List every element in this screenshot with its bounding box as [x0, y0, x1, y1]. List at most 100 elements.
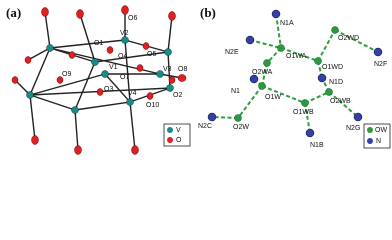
oxygen-atoms	[11, 5, 187, 155]
atom-label: V2	[120, 30, 129, 37]
atom-label: O3	[104, 86, 113, 93]
atom	[168, 76, 176, 84]
atom-label: O6	[128, 15, 137, 22]
bond	[29, 73, 106, 96]
atom	[207, 112, 217, 122]
atom	[101, 70, 109, 78]
atom-label: O1WD	[322, 64, 343, 71]
bond	[49, 39, 126, 49]
panel-label: (b)	[200, 5, 216, 20]
bond	[74, 101, 131, 111]
atom	[177, 74, 187, 82]
atom	[71, 106, 79, 114]
atom	[46, 44, 54, 52]
atom-label: O8	[178, 66, 187, 73]
atom	[91, 58, 99, 66]
bond	[275, 13, 282, 49]
vanadium-atoms	[26, 36, 174, 114]
atom	[167, 137, 173, 143]
panel-a: (a)	[6, 5, 191, 155]
bond	[261, 62, 268, 87]
atom-label: O9	[62, 71, 71, 78]
atom	[234, 114, 242, 122]
bond	[237, 85, 263, 119]
bond	[304, 91, 330, 104]
bond	[167, 15, 173, 53]
atom	[301, 99, 309, 107]
atom	[325, 88, 333, 96]
atom	[142, 42, 150, 50]
atom	[56, 76, 64, 84]
bond	[249, 39, 282, 49]
atom-label: O5	[147, 51, 156, 58]
atom-labels: N1A O2WD N2E O1WA N2F O2WA O1WD N1D N1 O…	[198, 20, 387, 149]
legend: OW N	[363, 123, 391, 149]
atom-label: N1D	[329, 79, 343, 86]
atom-label: O1WA	[286, 53, 307, 60]
atom-label: O2WB	[330, 98, 351, 105]
atom-label: N1A	[280, 20, 294, 27]
bond	[129, 101, 136, 151]
bond	[74, 61, 96, 111]
atom	[263, 59, 271, 67]
bond	[261, 85, 306, 104]
bond	[27, 47, 51, 61]
bond	[44, 11, 51, 49]
atom	[41, 7, 49, 17]
atom	[317, 73, 327, 83]
atom-label: O10	[146, 102, 159, 109]
atom	[314, 57, 322, 65]
atom	[353, 112, 363, 122]
atom	[121, 36, 129, 44]
atom	[164, 48, 172, 56]
nitrogen-atoms	[207, 9, 383, 138]
atom	[68, 51, 76, 59]
atom-label: N1	[231, 88, 240, 95]
figure: (a)	[6, 5, 391, 155]
atom	[74, 145, 82, 155]
atom-labels: O6 O1 V2 O4 O5 O9 V1 O7 V3 O8 O3 V4 O2 O…	[62, 15, 187, 109]
atom	[305, 128, 315, 138]
atom	[11, 76, 19, 84]
atom	[131, 145, 139, 155]
atom-label: N2F	[374, 61, 387, 68]
panel-label: (a)	[6, 5, 21, 20]
bond	[29, 94, 76, 111]
atom	[136, 64, 144, 72]
atom	[96, 88, 104, 96]
atom	[167, 127, 173, 133]
atom-label: O2	[173, 92, 182, 99]
atom	[367, 127, 373, 133]
bond	[124, 39, 131, 103]
legend-label: O	[176, 137, 182, 144]
water-atoms	[234, 26, 339, 122]
atom-label: O7	[120, 74, 129, 81]
atom	[156, 70, 164, 78]
bond	[317, 29, 336, 62]
panel-b: (b) N1A O2WD N2E O1WA N2F O2WA	[198, 5, 391, 149]
atom-label: V4	[128, 90, 137, 97]
atom	[146, 92, 154, 100]
legend-label: N	[376, 138, 381, 145]
bond	[29, 94, 36, 141]
atom-label: O4	[118, 53, 127, 60]
atom-label: N2C	[198, 123, 212, 130]
atom	[249, 74, 259, 84]
atom	[126, 98, 134, 106]
atom	[245, 35, 255, 45]
atom	[121, 5, 129, 15]
atom	[258, 82, 266, 90]
bond	[304, 102, 311, 134]
bond	[74, 109, 79, 151]
atom	[331, 26, 339, 34]
atom	[24, 56, 32, 64]
atom-label: O1W	[265, 94, 281, 101]
atom	[168, 11, 176, 21]
atom	[373, 47, 383, 57]
atom-label: V3	[163, 66, 172, 73]
legend-label: OW	[375, 127, 387, 134]
atom	[31, 135, 39, 145]
atom-label: N2E	[225, 49, 239, 56]
bond	[334, 29, 379, 53]
atom-label: N2G	[346, 125, 360, 132]
